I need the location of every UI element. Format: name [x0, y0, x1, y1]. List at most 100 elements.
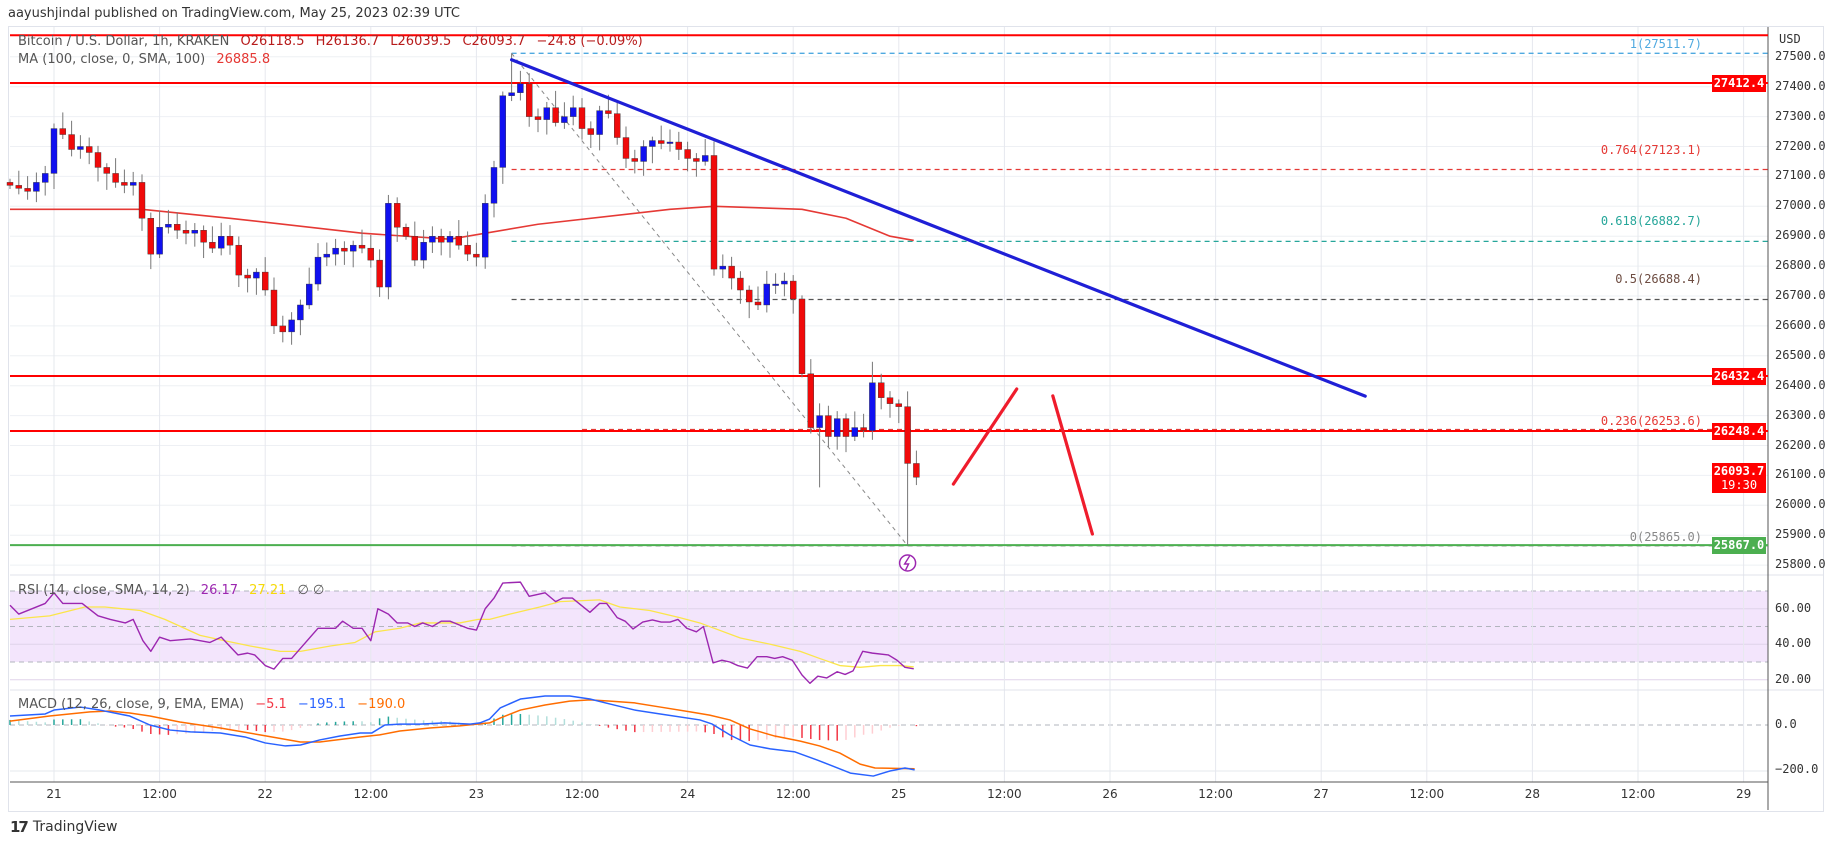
candle-down: [807, 373, 814, 428]
projection-line: [1051, 394, 1095, 536]
candle-up: [499, 95, 506, 168]
candle-down: [842, 418, 850, 437]
rsi-value: 26.17: [200, 583, 239, 598]
candle-up: [332, 247, 339, 255]
ohlc-change: −24.8 (−0.09%): [536, 34, 643, 49]
price-tick-label: 26900.0: [1775, 228, 1826, 243]
price-badge-support-25867: 25867.0: [1712, 537, 1766, 554]
price-tick-label: 26500.0: [1775, 347, 1826, 362]
candle-down: [262, 271, 269, 291]
publisher-caption: aayushjindal published on TradingView.co…: [8, 6, 460, 21]
fib-label-0618: 0.618(26882.7): [1600, 214, 1702, 228]
candle-down: [737, 277, 744, 291]
symbol-name[interactable]: Bitcoin / U.S. Dollar, 1h, KRAKEN: [18, 34, 230, 49]
candle-up: [596, 110, 603, 135]
candle-down: [411, 236, 418, 261]
macd-label[interactable]: MACD (12, 26, close, 9, EMA, EMA): [18, 697, 245, 712]
candle-up: [77, 146, 84, 150]
candle-down: [614, 113, 621, 138]
candle-up: [217, 236, 225, 249]
candle-down: [622, 137, 630, 159]
fib-label-0764: 0.764(27123.1): [1600, 143, 1702, 157]
candle-up: [42, 173, 49, 183]
brand-name: TradingView: [32, 819, 118, 835]
candle-up: [306, 283, 313, 306]
price-tick-label: 27400.0: [1775, 78, 1826, 93]
tradingview-logo-icon: 17: [10, 818, 29, 836]
candle-up: [129, 182, 137, 186]
lightning-icon: [898, 554, 917, 572]
candle-down: [394, 203, 401, 228]
rsi-tick: 60.00: [1775, 601, 1812, 615]
bearish-trendline: [510, 58, 1367, 398]
candle-up: [490, 167, 498, 204]
time-axis-label: 26: [1102, 787, 1118, 801]
candle-up: [702, 155, 709, 162]
candle-up: [570, 107, 577, 117]
candle-down: [605, 110, 612, 114]
candle-down: [473, 253, 480, 258]
candle-up: [640, 146, 647, 162]
candle-down: [658, 140, 665, 144]
candle-down: [728, 265, 735, 279]
time-axis-label: 25: [891, 787, 907, 801]
candle-down: [913, 463, 920, 478]
candle-up: [816, 415, 823, 428]
rsi-legend: RSI (14, close, SMA, 14, 2) 26.17 27.21 …: [18, 583, 331, 598]
time-axis-label: 12:00: [353, 787, 389, 801]
candle-up: [763, 283, 770, 306]
macd-tick: 0.0: [1775, 717, 1797, 731]
candle-down: [904, 406, 911, 464]
price-tick-label: 27200.0: [1775, 138, 1826, 153]
candle-up: [772, 283, 779, 286]
candle-up: [297, 304, 304, 321]
candle-up: [869, 382, 876, 431]
candle-up: [33, 182, 40, 192]
time-axis-label: 27: [1313, 787, 1329, 801]
time-axis-label: 24: [679, 787, 696, 801]
macd-value: −195.1: [297, 697, 347, 712]
price-tick-label: 26800.0: [1775, 258, 1826, 273]
candle-up: [420, 241, 427, 261]
candle-down: [825, 415, 832, 437]
price-tick-label: 27500.0: [1775, 48, 1826, 63]
candle-down: [534, 116, 542, 120]
macd-signal-line: [9, 699, 915, 770]
candle-down: [464, 244, 471, 255]
candle-down: [438, 236, 445, 243]
price-tick-label: 26000.0: [1775, 497, 1826, 512]
candle-up: [719, 265, 726, 270]
candle-down: [138, 182, 146, 219]
bar-countdown: 19:30: [1720, 478, 1758, 492]
time-axis-label: 21: [46, 787, 62, 801]
candle-down: [244, 274, 251, 279]
candle-up: [482, 203, 489, 258]
rsi-label[interactable]: RSI (14, close, SMA, 14, 2): [18, 583, 190, 598]
candle-down: [341, 247, 348, 252]
candle-up: [50, 128, 58, 174]
candle-down: [367, 247, 374, 261]
price-badge-resistance-26432: 26432.4: [1712, 368, 1766, 385]
ma100-line: [10, 205, 914, 242]
lightning-icon-bolt: [903, 555, 911, 571]
candle-down: [200, 230, 207, 243]
price-tick-label: 26100.0: [1775, 467, 1826, 482]
candle-down: [376, 259, 383, 288]
time-axis-label: 28: [1524, 787, 1541, 801]
candle-up: [543, 107, 550, 120]
candle-up: [446, 236, 454, 243]
macd-signal-value: −190.0: [357, 697, 406, 712]
symbol-legend: Bitcoin / U.S. Dollar, 1h, KRAKEN O26118…: [18, 34, 650, 49]
candle-down: [209, 241, 216, 249]
candle-down: [270, 289, 278, 327]
fib-diagonal-line: [511, 52, 908, 546]
candle-up: [350, 244, 357, 252]
ma-label[interactable]: MA (100, close, 0, SMA, 100): [18, 52, 206, 67]
candle-down: [112, 173, 119, 183]
ohlc-low: L26039.5: [390, 34, 452, 49]
currency-label: USD: [1779, 32, 1801, 46]
candle-up: [288, 319, 295, 333]
tradingview-logo[interactable]: 17 TradingView: [10, 818, 117, 836]
candle-down: [235, 244, 243, 276]
